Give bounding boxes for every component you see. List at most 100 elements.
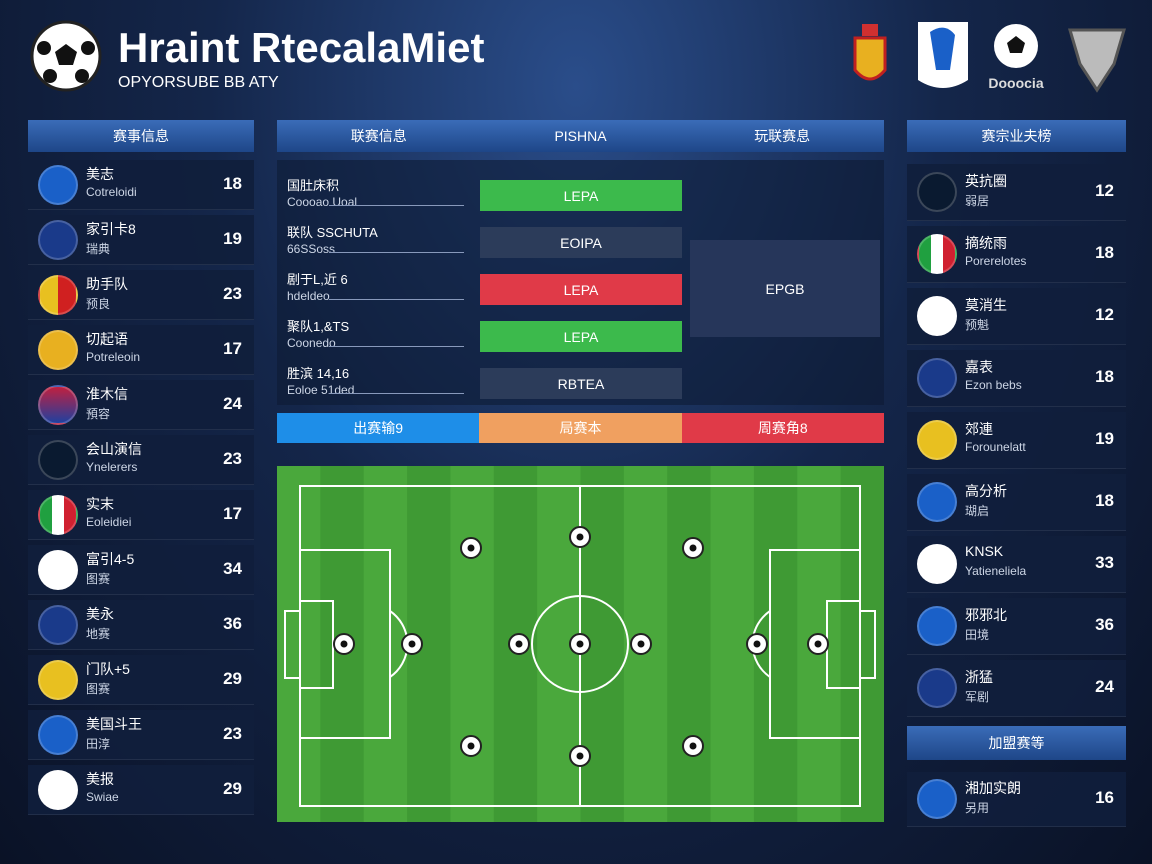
list-row: 高分析瑚启 18	[907, 474, 1126, 531]
pitch-stripe	[363, 466, 409, 822]
team-sub: 弱居	[965, 194, 990, 208]
list-row: 湘加实朗 另用 16	[907, 772, 1126, 827]
team-crest	[917, 234, 957, 274]
team-sub: 預容	[86, 406, 111, 421]
team-name: 浙猛	[965, 669, 993, 685]
info-rule	[329, 393, 464, 394]
info-area: EPGB 国肚床积 Coooao Uoal LEPA 联队 SSCHUTA 66SSoss…	[277, 160, 884, 405]
info-rule	[329, 205, 464, 206]
info-label: 胜滨 14,16	[287, 366, 350, 381]
team-value: 36	[223, 613, 242, 633]
team-name: 高分析	[965, 483, 1007, 499]
logo-ball	[30, 20, 102, 92]
pitch-stripe	[840, 466, 884, 822]
player-dot	[753, 640, 761, 648]
info-label: 联队 SSCHUTA	[287, 225, 378, 240]
player-dot	[467, 544, 475, 552]
list-row: 会山演信 Ynelerers 23	[28, 435, 254, 485]
team-value: 18	[1095, 491, 1114, 510]
list-row: 富引4-5 图赛 34	[28, 545, 254, 595]
team-name: 助手队	[86, 275, 128, 292]
team-value: 29	[223, 668, 242, 688]
team-name: 淮木信	[86, 385, 128, 402]
player-dot	[408, 640, 416, 648]
center-header-item: PISHNA	[554, 128, 607, 144]
info-button[interactable]: LEPA	[480, 274, 682, 305]
info-button[interactable]: LEPA	[480, 321, 682, 352]
team-sub: 地赛	[86, 626, 111, 641]
team-value: 12	[1095, 305, 1114, 324]
team-value: 17	[223, 503, 242, 523]
team-value: 34	[223, 558, 242, 578]
team-sub: 图赛	[86, 571, 111, 586]
team-name: 美志	[86, 165, 114, 182]
team-crest	[917, 420, 957, 460]
team-crest	[38, 164, 78, 205]
team-sub: Swiae	[86, 789, 119, 804]
team-name: 切起语	[86, 330, 128, 347]
player-dot	[576, 533, 584, 541]
tab[interactable]: 出赛输9	[277, 413, 480, 443]
team-sub: Yatieneliela	[965, 564, 1027, 578]
info-sub: Eoloe 51ded	[287, 383, 355, 397]
list-row: 郊連 Forounelatt 19	[907, 412, 1126, 469]
list-row: 英抗圈 弱居 12	[907, 164, 1126, 221]
center-header-item: 玩联赛息	[754, 128, 811, 144]
team-sub: Porerelotes	[965, 254, 1027, 268]
team-sub: Potreleoin	[86, 349, 141, 364]
list-row: 浙猛 军剧 24	[907, 660, 1126, 717]
app-subtitle: OPYORSUBE BB ATY	[118, 74, 279, 91]
tab[interactable]: 周赛角8	[681, 413, 884, 443]
team-name: 湘加实朗	[965, 780, 1021, 796]
team-name: 实末	[86, 495, 114, 512]
team-crest	[917, 606, 957, 646]
list-row: 家引卡8 瑞典 19	[28, 215, 254, 265]
list-row: 美永地赛 36	[28, 600, 254, 650]
player-dot	[576, 752, 584, 760]
team-value: 29	[223, 778, 242, 798]
team-value: 19	[1095, 429, 1114, 448]
pitch-stripe	[667, 466, 712, 822]
player-dot	[689, 544, 697, 552]
info-button[interactable]: LEPA	[480, 180, 682, 211]
list-row: 美国斗王 田淳 23	[28, 710, 254, 760]
list-row: 美志 Cotreloidi 18	[28, 160, 254, 210]
second-header: 加盟赛等	[907, 726, 1126, 760]
team-crest	[38, 769, 78, 810]
team-crest	[917, 172, 957, 212]
second-panel: 湘加实朗 另用 16	[907, 772, 1126, 828]
team-name: 嘉表	[965, 359, 993, 375]
team-sub: 瑚启	[965, 504, 990, 518]
player-dot	[689, 742, 697, 750]
team-value: 24	[1095, 677, 1114, 696]
team-name: 邪邪北	[965, 607, 1007, 623]
player-dot	[576, 640, 584, 648]
team-sub: Cotreloidi	[86, 184, 137, 199]
team-name: 门队+5	[86, 660, 130, 677]
left-panel: 美志 Cotreloidi 18 家引卡8 瑞典 19 助手队 预良 23 切起语 Potreleo…	[28, 160, 254, 820]
team-name: 郊連	[965, 421, 993, 437]
team-value: 19	[223, 228, 242, 248]
team-value: 17	[223, 338, 242, 358]
pitch-stripe	[450, 466, 495, 822]
team-value: 18	[1095, 367, 1114, 386]
left-panel-header: 赛事信息	[28, 120, 254, 152]
team-crest	[38, 274, 78, 315]
team-crest	[38, 219, 78, 260]
team-sub: 另用	[965, 801, 990, 815]
player-dot	[637, 640, 645, 648]
center-header: 联赛信息 PISHNA 玩联赛息	[277, 120, 884, 152]
team-name: 英抗圈	[965, 173, 1007, 189]
tab[interactable]: 局赛本	[479, 413, 682, 443]
team-value: 18	[223, 173, 242, 193]
list-row: 门队+5 图赛 29	[28, 655, 254, 705]
team-name: 家引卡8	[86, 220, 136, 237]
team-crest	[917, 482, 957, 522]
team-value: 23	[223, 283, 242, 303]
team-name: 美永	[86, 605, 114, 622]
info-button[interactable]: RBTEA	[480, 368, 682, 399]
info-button[interactable]: EOIPA	[480, 227, 682, 258]
right-panel-header: 赛宗业夫榜	[907, 120, 1126, 152]
list-row: 摘统雨 Porerelotes 18	[907, 226, 1126, 283]
